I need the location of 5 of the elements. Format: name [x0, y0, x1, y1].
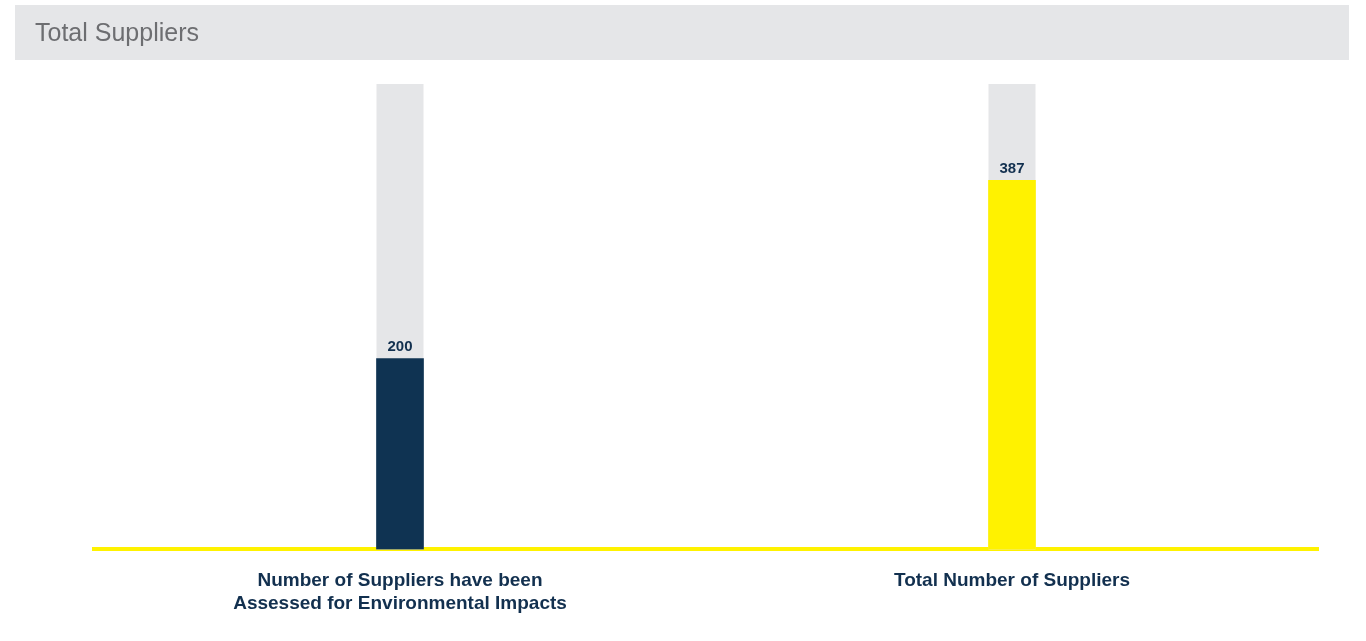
x-tick-label: Total Number of Suppliers [893, 569, 1131, 591]
x-tick-label: Number of Suppliers have been Assessed for Environmental Impacts [233, 569, 567, 613]
chart-title: Total Suppliers [35, 18, 199, 47]
data-label: 200 [387, 337, 413, 355]
data-label: 387 [999, 158, 1025, 176]
